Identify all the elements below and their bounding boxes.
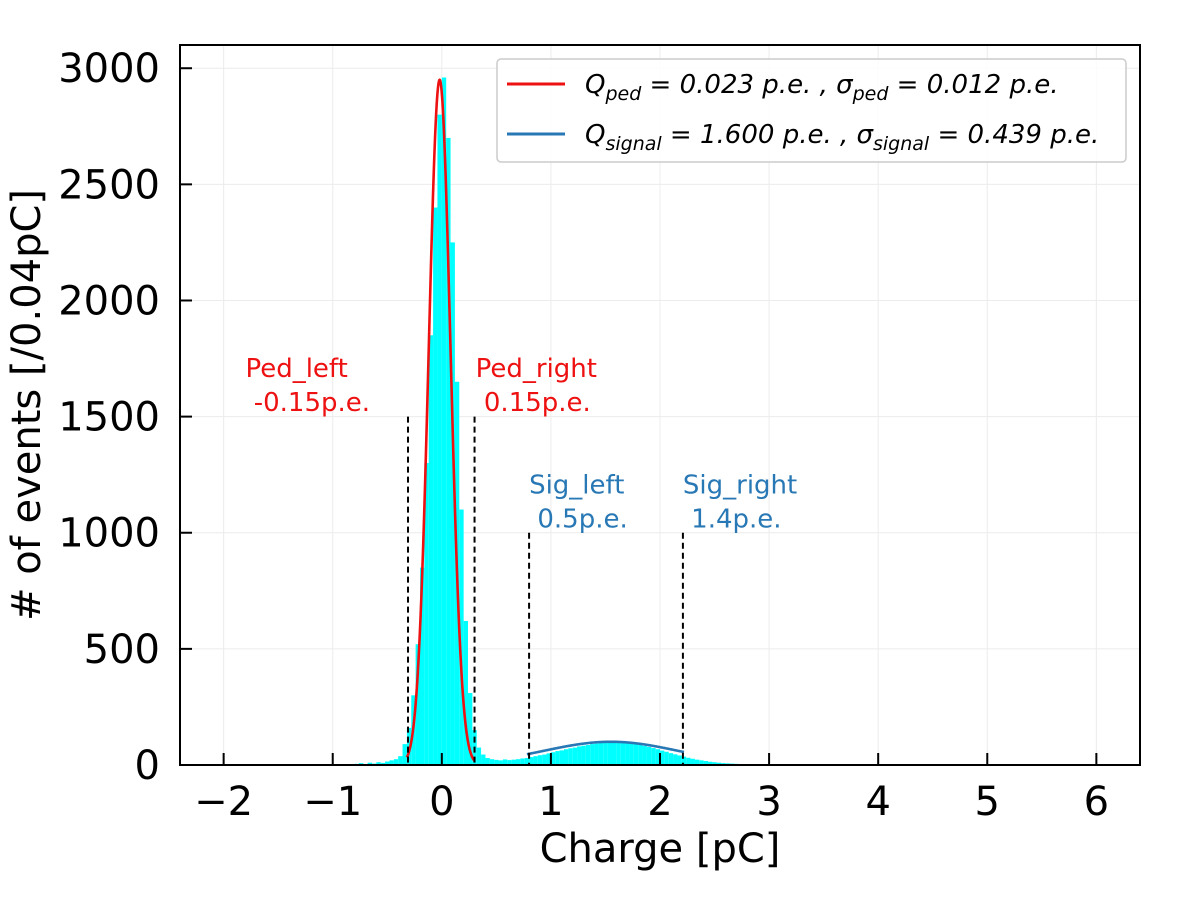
histogram-bar — [437, 115, 441, 765]
x-tick-label: 1 — [538, 779, 563, 825]
histogram-bar — [564, 749, 568, 765]
legend-ped-label: Qped = 0.023 p.e. , σped = 0.012 p.e. — [585, 70, 1058, 105]
x-tick-label: −2 — [194, 779, 253, 825]
histogram-bar — [586, 745, 590, 765]
y-tick-label: 2000 — [58, 278, 160, 324]
histogram-bar — [533, 756, 537, 765]
sig-left-annotation: Sig_left 0.5p.e. — [529, 470, 628, 534]
y-tick-label: 3000 — [58, 46, 160, 92]
histogram-bar — [673, 754, 677, 765]
legend: Qped = 0.023 p.e. , σped = 0.012 p.e. Qsi… — [497, 59, 1126, 162]
histogram-bar — [485, 758, 489, 765]
ped-left-annotation: Ped_left -0.15p.e. — [245, 354, 370, 418]
histogram-bar — [538, 755, 542, 765]
histogram-bar — [433, 208, 437, 765]
histogram-bar — [560, 750, 564, 765]
histogram-bar — [634, 744, 638, 765]
histogram-bar — [612, 742, 616, 765]
histogram-bar — [664, 752, 668, 765]
histogram-bar — [590, 744, 594, 765]
x-tick-label: −1 — [303, 779, 362, 825]
histogram-bar — [629, 743, 633, 765]
histogram-bar — [542, 755, 546, 765]
histogram-bar — [643, 746, 647, 765]
y-tick-label: 1500 — [58, 395, 160, 441]
y-tick-label: 500 — [84, 627, 160, 673]
x-tick-label: 5 — [975, 779, 1000, 825]
x-tick-label: 2 — [647, 779, 672, 825]
histogram-bar — [577, 746, 581, 765]
histogram-bar — [481, 755, 485, 765]
y-tick-label: 1000 — [58, 511, 160, 557]
histogram-bar — [555, 751, 559, 765]
x-tick-label: 0 — [429, 779, 454, 825]
histogram-bar — [581, 746, 585, 765]
y-tick-label: 0 — [135, 743, 160, 789]
legend-signal-label: Qsignal = 1.600 p.e. , σsignal = 0.439 p… — [585, 120, 1099, 155]
histogram-bar — [616, 742, 620, 765]
histogram-bar — [677, 755, 681, 765]
histogram-bar — [669, 753, 673, 765]
y-tick-label: 2500 — [58, 162, 160, 208]
x-tick-label: 3 — [756, 779, 781, 825]
histogram-bar — [568, 748, 572, 765]
histogram-bar — [608, 742, 612, 765]
histogram-bar — [625, 743, 629, 765]
histogram-bar — [398, 756, 402, 765]
x-axis-label: Charge [pC] — [540, 826, 781, 872]
x-tick-label: 4 — [865, 779, 890, 825]
histogram-bar — [686, 758, 690, 765]
annotations: Ped_left -0.15p.e. Ped_right 0.15p.e. Sig_… — [245, 354, 797, 534]
histogram-bar — [573, 748, 577, 765]
histogram-bar — [595, 744, 599, 765]
histogram-bar — [429, 335, 433, 765]
x-tick-label: 6 — [1084, 779, 1109, 825]
histogram-bar — [638, 745, 642, 765]
histogram-bar — [403, 744, 407, 765]
sig-right-annotation: Sig_right 1.4p.e. — [683, 470, 797, 534]
histogram-bar — [599, 743, 603, 765]
histogram-bar — [651, 748, 655, 765]
histogram-bar — [477, 748, 481, 765]
y-axis-label: # of events [/0.04pC] — [4, 189, 50, 621]
histogram-bar — [603, 742, 607, 765]
ticks: −2 −1 0 1 2 3 4 5 6 0 500 1000 1500 2000 2500 3000 — [58, 46, 1109, 825]
ped-right-annotation: Ped_right 0.15p.e. — [476, 354, 597, 418]
histogram-bar — [621, 742, 625, 765]
histogram-bar — [647, 747, 651, 765]
